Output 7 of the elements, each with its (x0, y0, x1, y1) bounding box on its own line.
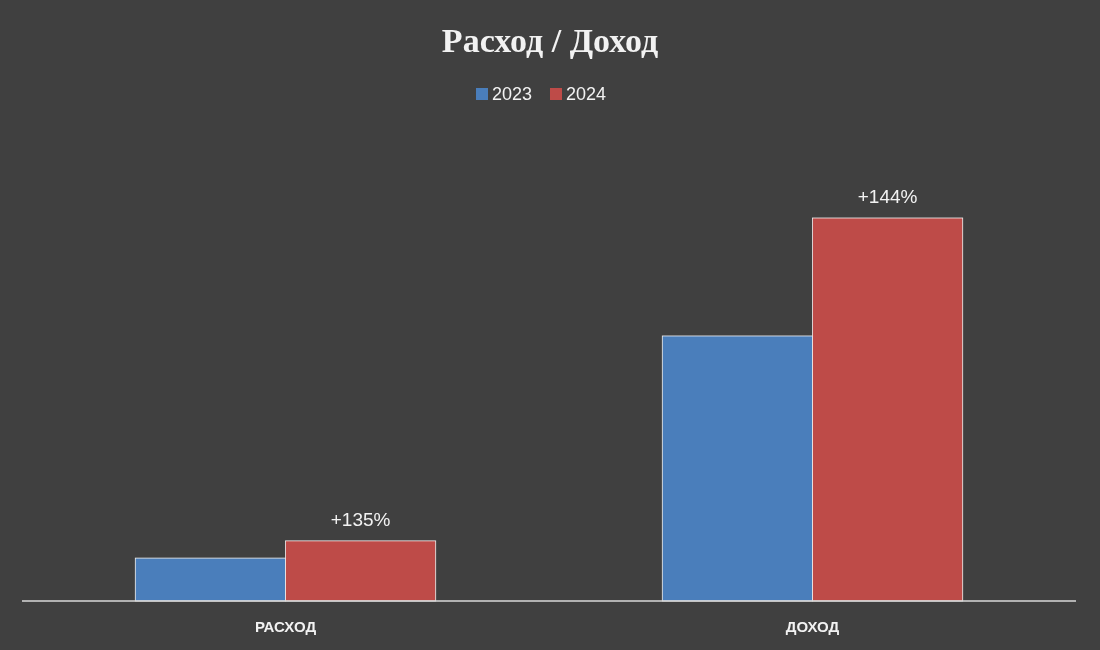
chart-title: Расход / Доход (441, 22, 659, 59)
legend-label: 2023 (492, 84, 533, 104)
x-tick-label: ДОХОД (785, 618, 840, 635)
legend-label: 2024 (566, 84, 607, 104)
annotation: +144% (857, 186, 918, 207)
annotation: +135% (330, 508, 391, 530)
x-tick-label: РАСХОД (254, 618, 317, 635)
